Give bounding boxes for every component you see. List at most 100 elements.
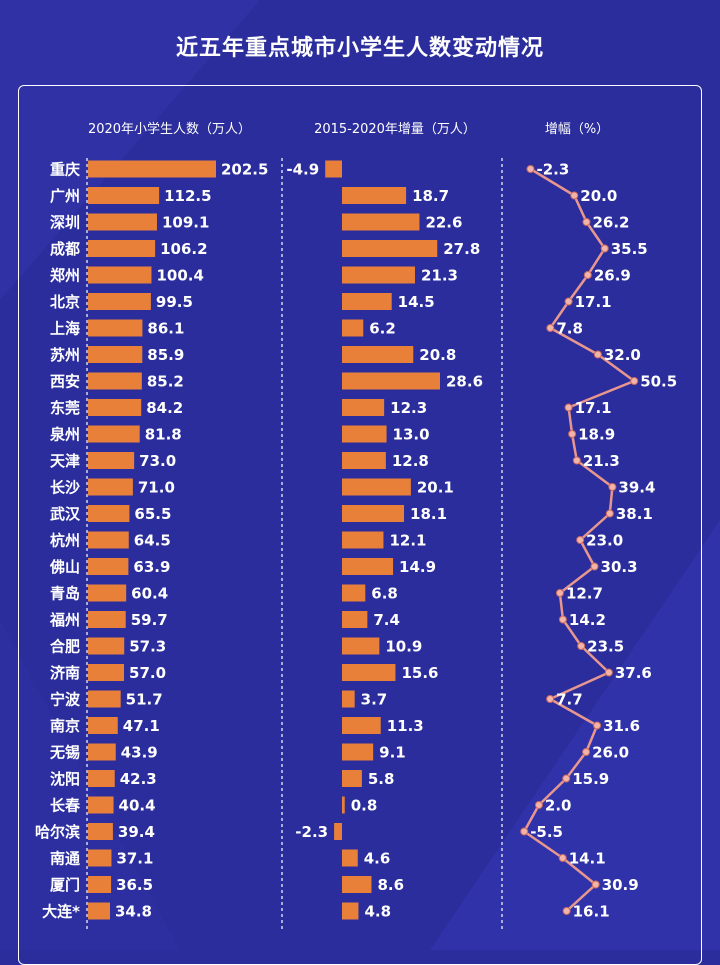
increment-bar [342,664,396,681]
increment-value-label: 3.7 [361,691,388,709]
header-growth: 增幅（%） [544,122,610,137]
increment-bar [342,478,411,496]
population-value-label: 57.0 [129,664,166,682]
population-value-label: 65.5 [134,505,171,523]
growth-point [520,827,529,836]
population-bar [88,743,116,761]
increment-bar [342,849,358,867]
population-bar [88,558,129,575]
city-label: 佛山 [49,558,80,576]
growth-point [593,350,602,359]
growth-point [608,483,617,491]
population-bar [88,240,156,257]
city-label: 哈尔滨 [35,823,80,841]
increment-bar [342,637,380,655]
increment-bar [342,240,438,257]
increment-value-label: 21.3 [421,267,458,285]
increment-bar [342,584,366,602]
city-label: 青岛 [50,585,80,603]
population-bar [88,425,140,443]
population-value-label: 106.2 [160,240,207,258]
population-bar [88,717,118,734]
city-label: 沈阳 [50,770,80,788]
city-label: 泉州 [49,426,80,444]
population-value-label: 60.4 [131,585,168,603]
increment-bar [342,796,345,814]
population-bar [88,399,142,416]
city-label: 重庆 [50,161,80,179]
population-value-label: 73.0 [139,452,176,470]
population-bar [88,637,125,655]
increment-bar [342,266,415,284]
growth-point [600,244,609,253]
growth-point [630,377,639,385]
growth-point [558,615,567,624]
increment-bar [342,531,384,549]
increment-bar [342,611,368,628]
growth-value-label: 15.9 [572,770,609,788]
growth-value-label: -5.5 [530,823,563,841]
growth-point [605,509,614,518]
growth-value-label: 2.0 [545,797,572,815]
population-value-label: 37.1 [116,850,153,868]
population-value-label: 99.5 [156,293,193,311]
page-title: 近五年重点城市小学生人数变动情况 [175,36,544,61]
population-value-label: 100.4 [156,267,203,285]
increment-value-label: 14.5 [398,293,435,311]
city-label: 大连* [42,903,80,921]
increment-bar [342,902,359,920]
increment-value-label: 9.1 [379,744,406,762]
growth-point [604,668,613,677]
population-bar [88,372,142,390]
increment-bar [342,505,405,522]
growth-value-label: 7.7 [556,691,583,709]
growth-point [546,324,555,332]
growth-value-label: 14.2 [569,611,606,629]
city-label: 济南 [50,664,80,682]
increment-bar [342,452,386,469]
increment-value-label: 13.0 [393,426,430,444]
increment-bar [342,372,440,390]
city-label: 长沙 [50,479,80,497]
increment-value-label: 12.1 [389,532,426,550]
increment-bar [342,558,394,575]
growth-point [546,695,555,703]
growth-value-label: 26.9 [594,267,631,285]
population-bar [88,664,125,681]
growth-point [582,218,591,226]
increment-bar [342,293,392,310]
city-label: 厦门 [50,876,80,894]
population-value-label: 36.5 [116,876,153,894]
increment-value-label: 4.8 [364,903,391,921]
growth-value-label: 31.6 [603,717,640,735]
growth-point [562,907,571,915]
city-label: 郑州 [50,267,80,285]
increment-value-label: 20.8 [419,346,456,364]
population-value-label: 109.1 [162,214,209,232]
population-bar [88,531,129,549]
city-label: 宁波 [50,691,81,709]
population-value-label: 43.9 [121,744,158,762]
population-value-label: 57.3 [129,638,166,656]
population-value-label: 51.7 [126,691,163,709]
growth-point [558,854,567,862]
increment-bar [342,187,407,204]
population-bar [88,293,151,310]
population-value-label: 81.8 [145,426,182,444]
population-bar [88,796,114,814]
city-label: 天津 [50,452,80,470]
population-bar [88,690,121,708]
growth-value-label: 26.2 [592,214,629,232]
growth-point [564,403,573,412]
growth-point [562,774,571,783]
growth-point [534,801,543,809]
growth-point [526,165,535,173]
city-label: 北京 [50,293,80,311]
city-label: 东莞 [50,399,80,417]
growth-point [576,536,585,544]
city-label: 苏州 [50,346,80,364]
population-value-label: 40.4 [119,797,156,815]
city-label: 南通 [50,850,80,868]
city-label: 成都 [50,240,80,258]
growth-value-label: 23.0 [586,532,623,550]
